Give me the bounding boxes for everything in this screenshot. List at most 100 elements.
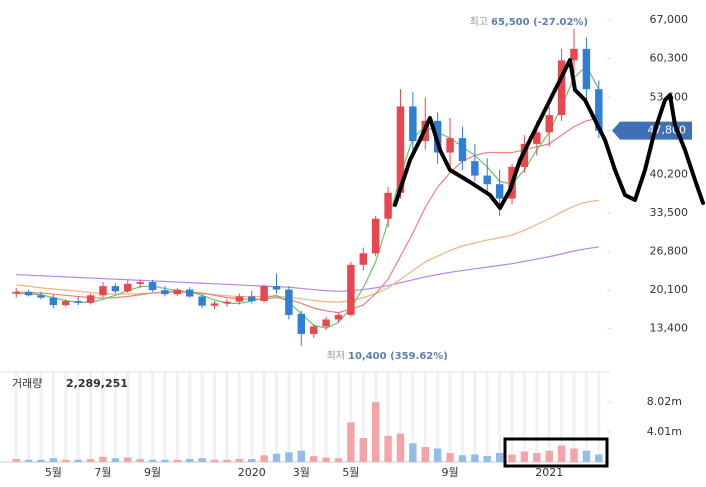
volume-bar <box>124 457 132 462</box>
volume-tick-label: 8.02m <box>647 395 682 408</box>
volume-bar <box>260 455 268 462</box>
candle-body <box>260 286 268 302</box>
volume-bar <box>248 459 256 462</box>
y-tick-label: 13,400 <box>650 322 689 335</box>
candle-body <box>297 313 306 334</box>
candle-body <box>384 192 392 219</box>
volume-bar <box>595 454 603 462</box>
volume-bar <box>409 443 417 462</box>
volume-bar <box>347 422 355 462</box>
candle-body <box>161 290 169 295</box>
volume-bar <box>37 459 45 462</box>
max-prefix: 최고 <box>470 16 488 28</box>
candle-body <box>99 286 107 296</box>
volume-bar <box>148 459 157 462</box>
candle-body <box>409 106 417 142</box>
candle-body <box>62 301 70 306</box>
candle-body <box>111 286 120 292</box>
volume-bar <box>186 459 194 462</box>
volume-bar <box>557 445 566 462</box>
candle-body <box>12 291 20 294</box>
volume-bar <box>99 456 107 462</box>
volume-bar <box>161 459 169 462</box>
volume-bar <box>421 447 429 462</box>
volume-bar <box>49 458 58 462</box>
volume-bar <box>136 459 144 462</box>
candle-body <box>136 282 144 284</box>
volume-bar <box>111 458 120 462</box>
candle-body <box>334 314 343 320</box>
y-tick-label: 33,500 <box>650 206 689 219</box>
candle-body <box>545 115 553 133</box>
candle-body <box>235 296 244 302</box>
y-tick-label: 40,200 <box>650 167 689 180</box>
candle-body <box>446 138 454 153</box>
x-tick-label: 3월 <box>293 466 310 479</box>
candle-body <box>124 283 132 292</box>
candle-body <box>359 253 367 265</box>
volume-bar <box>297 450 306 462</box>
candle-body <box>248 296 256 302</box>
volume-bar <box>86 459 95 462</box>
candle-body <box>396 106 405 193</box>
candle-body <box>483 175 491 185</box>
x-tick-label: 2020 <box>238 466 266 479</box>
volume-bar <box>433 448 442 462</box>
candle-body <box>471 161 479 176</box>
moving-average-line <box>16 246 599 292</box>
volume-bar <box>396 433 405 462</box>
candle-body <box>74 301 82 303</box>
volume-bar <box>210 459 219 462</box>
volume-bar <box>272 453 281 462</box>
volume-bar <box>533 453 541 462</box>
x-tick-label: 9월 <box>441 466 458 479</box>
candle-body <box>24 291 33 296</box>
candle-body <box>198 296 206 306</box>
candle-body <box>148 282 157 291</box>
volume-bar <box>508 454 516 462</box>
x-tick-label: 2021 <box>535 466 563 479</box>
volume-bar <box>322 457 330 462</box>
candle-body <box>309 326 318 334</box>
candle-body <box>173 289 182 295</box>
x-tick-label: 7월 <box>94 466 111 479</box>
volume-bar <box>74 459 82 462</box>
volume-bar <box>24 459 33 462</box>
moving-average-line <box>16 199 599 303</box>
candle-body <box>595 89 603 131</box>
volume-bar <box>173 459 182 462</box>
min-text: 10,400 (359.62%) <box>348 351 448 362</box>
candle-body <box>582 48 591 90</box>
volume-bar <box>495 453 504 462</box>
candle-body <box>322 319 330 327</box>
candle-body <box>272 286 281 290</box>
volume-bar <box>371 402 380 462</box>
volume-bar <box>334 458 343 462</box>
volume-bar <box>285 452 293 462</box>
volume-bar <box>545 450 553 462</box>
y-tick-label: 60,300 <box>650 52 689 65</box>
candle-body <box>533 132 541 144</box>
volume-bar <box>446 453 454 462</box>
candle-body <box>570 48 578 61</box>
volume-bar <box>359 438 367 462</box>
volume-bar <box>223 459 231 462</box>
volume-bar <box>62 459 70 462</box>
candle-body <box>495 184 504 199</box>
volume-bar <box>458 455 467 462</box>
volume-bar <box>235 459 244 462</box>
hand-drawn-annotation <box>393 58 705 210</box>
plot: 13,40020,10026,80033,50040,20047,80053,6… <box>12 13 692 479</box>
max-text: 65,500 (-27.02%) <box>491 17 588 28</box>
x-tick-label: 5월 <box>45 466 62 479</box>
price-tag <box>612 121 692 140</box>
x-tick-label: 9월 <box>144 466 161 479</box>
hand-drawn-box <box>503 437 609 468</box>
candle-body <box>49 297 58 306</box>
volume-value: 2,289,251 <box>66 377 128 390</box>
volume-bar <box>582 450 591 462</box>
volume-bar <box>483 456 491 462</box>
y-tick-label: 20,100 <box>650 283 689 296</box>
volume-grid <box>14 372 601 462</box>
